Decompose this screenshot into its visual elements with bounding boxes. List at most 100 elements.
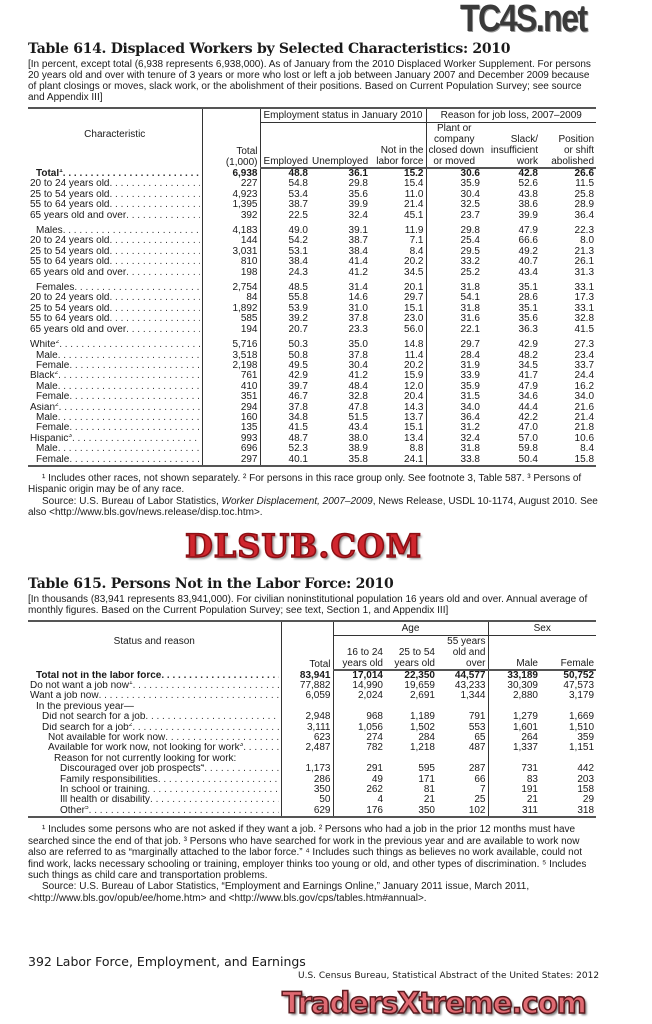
cell: 194	[201, 324, 260, 336]
row-label-text: Not available for work now	[48, 733, 166, 744]
cell: 810	[201, 256, 260, 268]
row-label-text: Male	[36, 412, 58, 423]
cell: 102	[437, 805, 488, 819]
cell: 15.9	[404, 370, 424, 382]
table-614-source: Source: U.S. Bureau of Labor Statistics,…	[28, 495, 598, 519]
cell: 15.8	[540, 454, 597, 468]
table-row: Black2 . . . . . . . . . . . . . . . . .…	[28, 370, 596, 382]
cell: 11.5	[575, 178, 595, 190]
cell: 31.5	[425, 391, 482, 403]
table-row: 20 to 24 years old . . . . . . . . . . .…	[28, 236, 596, 247]
cell: 274	[332, 732, 385, 744]
cell: 25.8	[574, 188, 595, 200]
row-label-text: Females	[36, 283, 75, 294]
row-label: Did search for a job2 . . . . . . . . . …	[28, 723, 281, 733]
cell: 29.8	[425, 221, 482, 237]
cell: 20.2	[404, 256, 424, 268]
cell: 50	[280, 795, 333, 806]
cell: 32.8	[348, 391, 368, 403]
row-label-text: Female	[36, 454, 70, 465]
cell: 31.4	[348, 282, 368, 294]
table-row: Family responsibilities . . . . . . . . …	[28, 773, 596, 786]
column-header-total: Total	[280, 619, 333, 670]
row-label: Do not want a job now1 . . . . . . . . .…	[28, 681, 281, 691]
cell: 25	[474, 794, 486, 806]
leader-dots: . . . . . . . . . . . . . . . . . . . . …	[69, 423, 199, 434]
row-label-text: 20 to 24 years old	[30, 236, 110, 247]
cell: 50.3	[259, 335, 310, 351]
table-614-headnote: [In percent, except total (6,938 represe…	[28, 59, 591, 103]
row-label-text: Hispanic3	[30, 433, 72, 444]
row-label-text: Male	[36, 444, 58, 455]
row-label-text: Want a job now	[30, 691, 99, 702]
cell: 35.6	[348, 188, 368, 200]
row-label: Asian2 . . . . . . . . . . . . . . . . .…	[28, 403, 202, 413]
cell: 66	[474, 773, 486, 785]
cell: 623	[280, 732, 333, 744]
cell: 318	[540, 805, 597, 819]
cell: 4,183	[201, 221, 260, 237]
row-label-text: White2	[30, 340, 60, 351]
cell: 15.1	[404, 302, 424, 314]
cell: 11.0	[404, 188, 424, 200]
cell: 20.4	[404, 391, 424, 403]
cell: 35.9	[425, 178, 482, 190]
row-label-text: 20 to 24 years old	[30, 293, 110, 304]
cell: 41.2	[348, 266, 368, 278]
table-row: 25 to 54 years old . . . . . . . . . . .…	[28, 246, 596, 258]
cell: 294	[201, 402, 260, 413]
cell: 35.6	[518, 313, 538, 325]
leader-dots: . . . . . . . . . . . . . . . . . . . . …	[109, 246, 200, 257]
leader-dots: . . . . . . . . . . . . . . . . . . . . …	[109, 303, 200, 314]
leader-dots: . . . . . . . . . . . . . . . . . . . . …	[62, 226, 200, 237]
cell: 595	[418, 763, 435, 775]
cell: 43.4	[348, 422, 368, 434]
cell: 22.3	[574, 225, 595, 237]
cell: 16.2	[574, 380, 595, 392]
cell: 198	[201, 267, 260, 279]
cell: 84	[201, 293, 260, 304]
cell: 19,659	[404, 680, 435, 691]
row-label-text: Available for work now, not looking for …	[48, 743, 244, 754]
cell: 29.7	[425, 335, 482, 351]
cell: 31.0	[348, 302, 368, 314]
cell: 40.7	[518, 256, 538, 268]
cell: 31.3	[574, 266, 595, 278]
cell: 311	[487, 805, 540, 819]
column-header-unemployed: Unemployed	[310, 122, 370, 169]
table-615: Status and reason Total Age Sex 16 to 24…	[28, 619, 597, 819]
cell: 34.0	[425, 402, 482, 413]
cell: 30,309	[487, 680, 540, 692]
cell: 171	[418, 773, 435, 785]
table-row: 20 to 24 years old . . . . . . . . . . .…	[28, 178, 596, 190]
cell: 1,395	[201, 199, 260, 211]
column-group-age: Age	[332, 619, 488, 636]
column-header-age-16-24: 16 to 24 years old	[332, 635, 385, 671]
cell: 553	[468, 721, 486, 733]
watermark-row: DLSUB.COM	[28, 523, 600, 569]
leader-dots: . . . . . . . . . . . . . . . . . . . . …	[58, 371, 199, 382]
cell: 30.6	[425, 168, 482, 180]
cell: 33.7	[574, 359, 595, 371]
table-row: Do not want a job now1 . . . . . . . . .…	[28, 680, 596, 692]
cell: 35.8	[310, 454, 370, 468]
column-header-age-55-over: 55 years old and over	[437, 635, 488, 671]
cell: 29	[582, 794, 595, 806]
leader-dots: . . . . . . . . . . . . . . . . . . . . …	[74, 283, 200, 294]
cell: 287	[468, 763, 486, 775]
leader-dots: . . . . . . . . . . . . . . . . . . . . …	[204, 764, 278, 775]
row-label-text: Black2	[30, 371, 59, 382]
table-row: 65 years old and over . . . . . . . . . …	[28, 266, 596, 279]
table-row: Want a job now . . . . . . . . . . . . .…	[28, 690, 596, 702]
cell: 20.1	[404, 282, 424, 294]
cell: 53.4	[259, 189, 310, 201]
cell: 25.2	[425, 267, 482, 279]
cell: 34.5	[404, 266, 424, 278]
cell: 191	[487, 784, 540, 796]
cell: 54.2	[259, 236, 310, 247]
cell: 351	[201, 391, 260, 403]
row-label: 55 to 64 years old . . . . . . . . . . .…	[28, 200, 202, 210]
table-row: Female . . . . . . . . . . . . . . . . .…	[28, 454, 597, 468]
column-header-slack-work: Slack/insufficient work	[482, 122, 540, 169]
cell: 48.7	[259, 433, 310, 445]
